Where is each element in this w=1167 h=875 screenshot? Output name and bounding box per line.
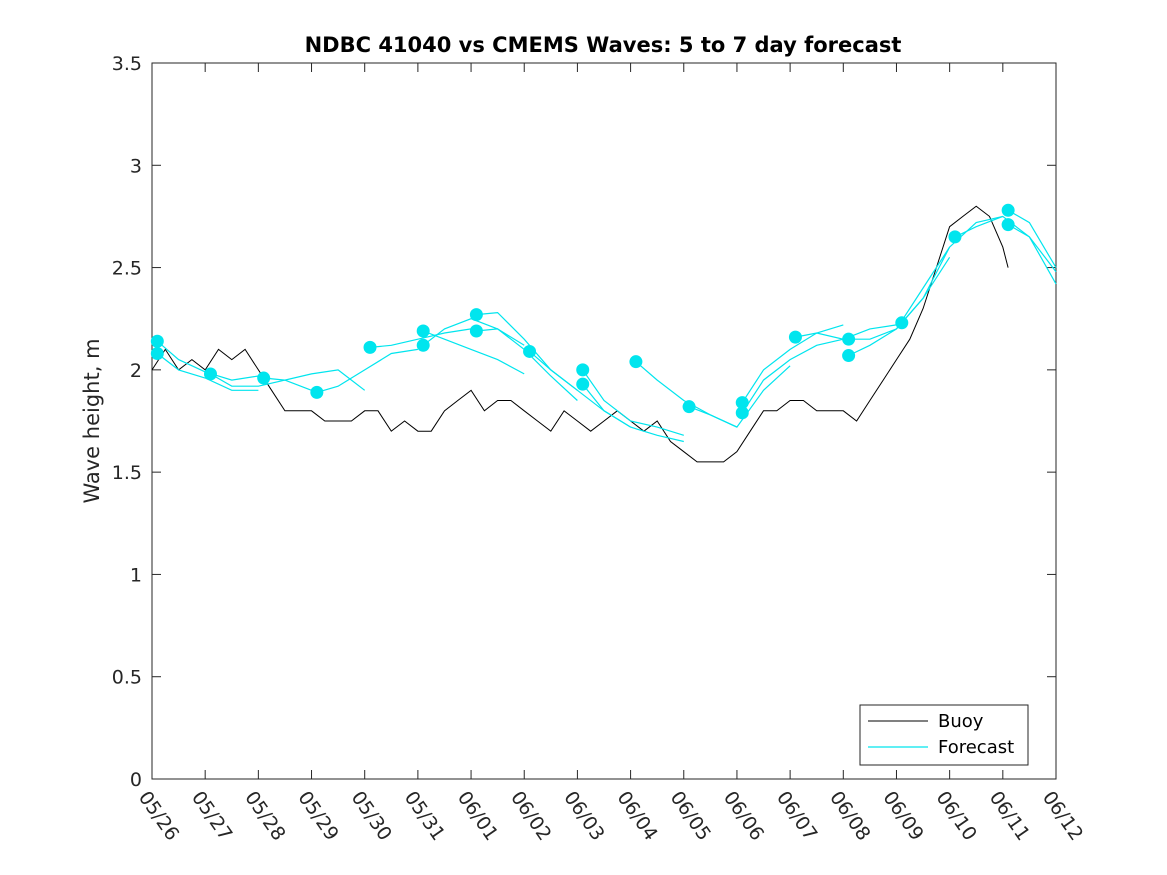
forecast-line bbox=[741, 324, 844, 403]
forecast-line bbox=[1007, 224, 1057, 285]
forecast-start-marker bbox=[576, 377, 590, 391]
forecast-line bbox=[901, 215, 1003, 324]
y-tick-label: 3 bbox=[130, 155, 142, 177]
forecast-start-marker bbox=[363, 340, 377, 354]
forecast-line bbox=[263, 369, 366, 391]
forecast-start-marker bbox=[416, 338, 430, 352]
forecast-line bbox=[582, 369, 684, 436]
y-tick-label: 3.5 bbox=[112, 53, 142, 75]
forecast-start-marker bbox=[1001, 203, 1015, 217]
y-tick-label: 2 bbox=[130, 360, 142, 382]
legend-label-buoy: Buoy bbox=[938, 711, 984, 732]
forecast-line bbox=[688, 365, 791, 428]
legend-box bbox=[859, 704, 1029, 766]
forecast-start-marker bbox=[416, 324, 430, 338]
forecast-line bbox=[1007, 209, 1057, 268]
forecast-start-marker bbox=[948, 230, 962, 244]
forecast-line bbox=[741, 338, 844, 414]
forecast-line bbox=[422, 330, 525, 375]
forecast-line bbox=[848, 246, 951, 357]
forecast-start-marker bbox=[257, 371, 271, 385]
forecast-line bbox=[210, 373, 312, 391]
y-axis-label: Wave height, m bbox=[80, 338, 104, 503]
forecast-line bbox=[316, 348, 418, 393]
forecast-start-marker bbox=[629, 355, 643, 369]
forecast-line bbox=[422, 318, 525, 346]
y-tick-label: 0.5 bbox=[112, 667, 142, 689]
forecast-start-marker bbox=[842, 332, 856, 346]
y-axis: 0 0.5 1 1.5 2 2.5 3 3.5 bbox=[112, 53, 1056, 791]
y-tick-label: 0 bbox=[130, 769, 142, 791]
forecast-start-marker bbox=[203, 367, 217, 381]
forecast-line bbox=[156, 353, 259, 391]
y-tick-label: 1.5 bbox=[112, 462, 142, 484]
legend-label-forecast: Forecast bbox=[938, 737, 1014, 758]
chart-title: NDBC 41040 vs CMEMS Waves: 5 to 7 day fo… bbox=[305, 33, 902, 57]
forecast-start-marker bbox=[469, 308, 483, 322]
y-tick-label: 1 bbox=[130, 564, 142, 586]
forecast-start-marker bbox=[1001, 218, 1015, 232]
buoy-line bbox=[151, 205, 1009, 463]
forecast-start-marker bbox=[735, 396, 749, 410]
forecast-start-marker bbox=[310, 385, 324, 399]
y-tick-label: 2.5 bbox=[112, 258, 142, 280]
buoy-series bbox=[151, 205, 1009, 463]
legend: Buoy Forecast bbox=[859, 704, 1029, 766]
forecast-start-marker bbox=[150, 346, 164, 360]
forecast-line bbox=[582, 383, 684, 443]
forecast-series bbox=[150, 203, 1057, 443]
forecast-start-marker bbox=[895, 316, 909, 330]
forecast-start-marker bbox=[682, 400, 696, 414]
forecast-start-marker bbox=[788, 330, 802, 344]
forecast-line bbox=[954, 215, 1057, 273]
forecast-start-marker bbox=[150, 334, 164, 348]
forecast-start-marker bbox=[523, 344, 537, 358]
forecast-start-marker bbox=[842, 349, 856, 363]
forecast-start-marker bbox=[576, 363, 590, 377]
forecast-start-marker bbox=[469, 324, 483, 338]
forecast-line bbox=[369, 328, 472, 348]
forecast-start-marker bbox=[735, 406, 749, 420]
